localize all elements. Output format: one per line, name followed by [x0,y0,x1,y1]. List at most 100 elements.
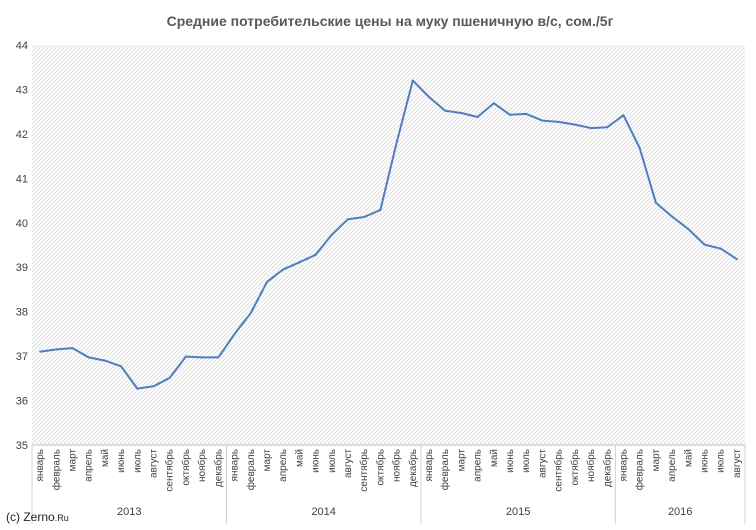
x-tick-label: январь [618,449,629,481]
data-point [444,109,447,112]
x-tick-label: май [294,449,305,467]
data-point [606,126,609,129]
data-point [735,258,738,261]
data-point [703,243,706,246]
y-tick-label: 35 [16,440,28,452]
data-point [233,332,236,335]
data-point [573,123,576,126]
x-tick-label: октябрь [374,449,386,486]
data-point [654,201,657,204]
y-tick-label: 38 [16,307,28,319]
data-point [103,359,106,362]
x-tick-label: декабрь [601,449,613,487]
x-tick-label: август [537,449,548,478]
data-point [120,365,123,368]
data-point [346,218,349,221]
data-point [671,215,674,218]
x-tick-label: июль [521,449,532,473]
credit-text: (c) Zerno.Ru [6,510,69,524]
x-tick-label: май [100,449,111,467]
x-tick-label: сентябрь [164,449,176,492]
y-tick-label: 36 [16,396,28,408]
data-point [282,268,285,271]
x-tick-label: март [68,449,79,472]
data-point [217,356,220,359]
y-tick-label: 44 [16,40,28,52]
x-tick-label: август [149,449,160,478]
data-point [87,356,90,359]
year-label: 2015 [506,506,530,518]
x-tick-label: апрель [278,449,289,482]
year-label: 2014 [311,506,335,518]
data-point [541,119,544,122]
credit-suffix: .Ru [55,513,69,523]
x-tick-label: январь [424,449,435,481]
data-point [509,113,512,116]
x-tick-label: декабрь [407,449,419,487]
y-axis: 35 36 37 38 39 40 41 42 43 44 [16,40,28,452]
data-point [622,114,625,117]
data-point [298,261,301,264]
data-point [184,355,187,358]
y-tick-label: 37 [16,351,28,363]
data-point [428,96,431,98]
x-tick-label: июль [132,449,143,473]
data-point [476,116,479,118]
data-point [638,147,641,150]
x-tick-label: декабрь [212,449,224,487]
data-point [55,348,58,351]
data-point [249,312,252,314]
x-tick-label: февраль [245,449,257,490]
x-tick-label: январь [230,449,241,481]
x-tick-label: ноябрь [585,449,597,482]
x-tick-label: апрель [473,449,484,482]
x-tick-label: апрель [84,449,95,482]
y-tick-label: 39 [16,262,28,274]
x-tick-label: май [683,449,694,467]
x-tick-label: март [456,449,467,472]
data-point [330,233,333,236]
x-tick-label: июнь [311,449,322,473]
data-point [590,127,593,130]
x-tick-label: ноябрь [196,449,208,482]
x-tick-label: июнь [699,449,710,473]
data-point [39,350,42,353]
data-point [525,112,528,115]
y-tick-label: 40 [16,218,28,230]
y-tick-label: 42 [16,129,28,141]
data-point [719,247,722,250]
x-tick-label: июнь [116,449,127,473]
data-point [411,79,414,82]
year-label: 2013 [117,506,141,518]
x-tick-label: ноябрь [391,449,403,482]
data-point [168,376,171,379]
x-tick-label: апрель [667,449,678,482]
x-axis: январь февраль март апрель май июнь июль август… [32,444,745,492]
data-point [363,216,366,218]
x-tick-label: февраль [50,449,62,490]
data-point [492,102,495,105]
x-tick-label: август [343,449,354,478]
data-point [152,385,155,388]
x-tick-label: сентябрь [553,449,565,492]
data-point [557,120,560,123]
data-point [314,253,317,256]
x-tick-label: январь [35,449,46,481]
x-tick-label: февраль [439,449,451,490]
x-tick-label: март [651,449,662,472]
x-tick-label: октябрь [180,449,192,486]
x-tick-label: май [489,449,500,467]
x-tick-label: июль [327,449,338,473]
plot-area [32,45,745,445]
x-tick-label: март [262,449,273,472]
x-tick-label: октябрь [569,449,581,486]
data-point [136,387,139,390]
year-label: 2016 [668,506,692,518]
x-tick-label: июнь [505,449,516,473]
x-tick-label: февраль [634,449,646,490]
data-point [395,141,398,144]
year-axis: 2013 2014 2015 2016 [31,445,746,524]
series-line [39,79,738,390]
y-tick-label: 41 [16,173,28,185]
